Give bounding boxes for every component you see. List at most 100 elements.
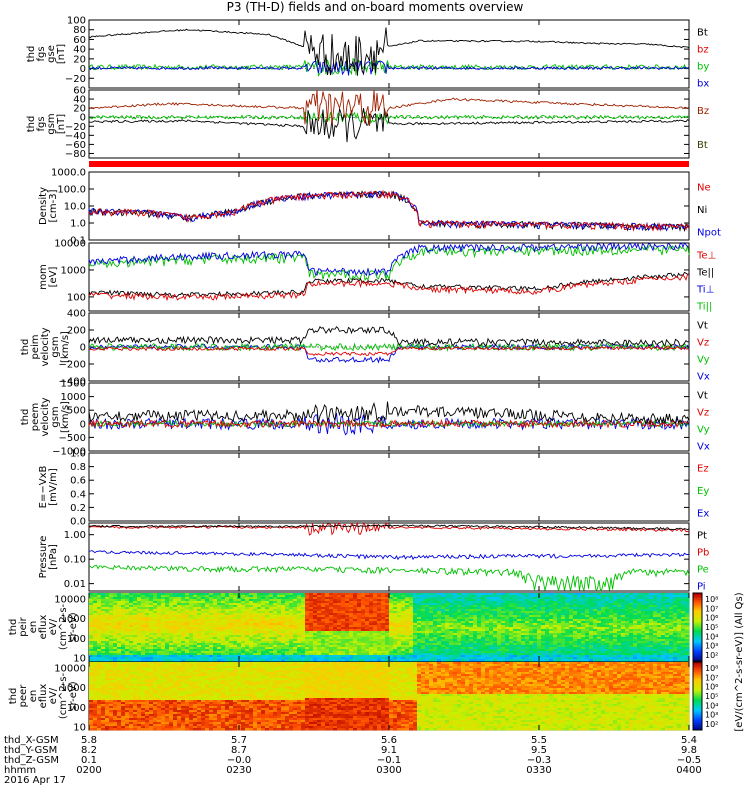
y-axis-label: thd fgs gse [nT] [26,44,67,64]
svg-text:Density: Density [38,187,49,225]
y-tick-label: 0.1 [70,236,86,247]
legend-bz: bz [697,45,709,56]
y-tick-label: 10.0 [64,202,86,213]
svg-text:thd: thd [8,619,19,636]
y-tick-label: −80 [65,149,86,160]
y-tick-label: 1000 [61,614,86,625]
x-tick-label: −0.1 [377,755,401,766]
y-tick-label: 0 [80,64,86,75]
panel-frame [88,452,690,522]
legend-te: Te|| [696,268,714,279]
panel-frame [88,171,690,241]
svg-text:en: en [28,621,39,634]
y-tick-label: −1000 [52,447,86,458]
y-axis-label: thd fgs gsm [nT] [26,113,67,134]
colorbar-tick-label: 10⁸ [705,595,718,604]
svg-text:[eV]: [eV] [48,267,59,288]
legend-ti: Ti|| [696,302,712,313]
y-tick-label: 1500 [61,379,86,390]
legend-bx: bx [697,79,709,90]
x-tick-label: −0.5 [677,755,701,766]
legend-pb: Pb [697,548,709,559]
legend-vt: Vt [697,321,708,332]
legend-bz: Bz [697,106,709,117]
series-line-Ti-par [88,244,690,282]
svg-text:E=−VxB: E=−VxB [38,466,49,509]
y-tick-label: 0.6 [70,476,86,487]
series-line-Vx [88,412,690,436]
y-tick-label: −20 [65,74,86,85]
y-axis-label: mom [eV] [38,264,59,290]
svg-text:sr-eV): sr-eV) [68,612,79,641]
legend-te: Te⊥ [696,251,716,262]
series-line-Bt [88,27,690,76]
svg-text:thd: thd [20,339,31,356]
x-row-label: thd_Z-GSM [4,755,59,766]
x-tick-label: 0300 [376,765,401,776]
svg-text:gse: gse [46,45,57,63]
svg-text:gsm: gsm [50,336,61,357]
svg-text:eV/: eV/ [48,618,59,635]
x-tick-label: 9.8 [681,745,697,756]
series-line-Vy [88,342,690,352]
svg-text:gsm: gsm [50,406,61,427]
x-tick-label: 0230 [226,765,251,776]
legend-pe: Pe [697,565,709,576]
svg-text:velocity: velocity [40,327,51,366]
y-tick-label: 200 [67,326,86,337]
x-tick-label: 5.4 [681,735,697,746]
y-axis-label: E=−VxB [mV/m] [38,466,59,509]
y-tick-label: −400 [59,377,86,388]
x-tick-label: 8.7 [231,745,247,756]
svg-text:velocity: velocity [40,397,51,436]
y-tick-label: −40 [65,131,86,142]
svg-text:fgs: fgs [36,46,47,61]
series-line-Te-perp [88,273,690,302]
legend-by: by [697,62,709,73]
y-tick-label: 10000 [54,239,86,250]
y-tick-label: 1000 [61,683,86,694]
y-tick-label: 10 [73,722,86,733]
colorbar-tick-label: 10² [705,651,718,660]
series-line-Bz [88,89,690,126]
y-tick-label: 1.00 [64,530,86,541]
legend-ex: Ex [697,509,709,520]
y-tick-label: 10000 [54,594,86,605]
y-axis-label: thd peir en eflux eV/(cm^2-s-sr-eV) [8,603,79,650]
svg-text:peim: peim [30,334,41,359]
svg-text:[cm-3]: [cm-3] [48,189,59,222]
panel-frame [88,382,690,452]
y-tick-label: −500 [59,433,86,444]
y-tick-label: 1.0 [70,219,86,230]
x-tick-label: 5.7 [231,735,247,746]
legend-vx: Vx [697,372,710,383]
y-tick-label: 0 [80,113,86,124]
y-tick-label: 0.2 [70,503,86,514]
y-tick-label: 10 [73,653,86,664]
figure-title: P3 (TH-D) fields and on-board moments ov… [226,0,524,14]
y-tick-label: 60 [73,86,86,97]
series-line-Pi [88,550,689,561]
spectrogram-peir [89,593,690,662]
y-tick-label: 0.4 [70,489,86,500]
svg-text:eflux: eflux [38,615,49,640]
x-tick-label: 0330 [526,765,551,776]
legend-ne: Ne [697,182,711,193]
y-tick-label: 40 [73,95,86,106]
svg-text:peir: peir [18,616,29,636]
legend-pi: Pi [697,582,706,593]
colorbar-tick-label: 10³ [705,642,718,651]
y-tick-label: 1000 [61,265,86,276]
x-tick-label: 0200 [76,765,101,776]
legend-ey: Ey [697,486,709,497]
legend-vy: Vy [697,425,710,436]
y-tick-label: 1000 [61,392,86,403]
legend-bt: Bt [697,28,708,39]
series-line-Ne [88,189,690,232]
y-axis-label: thd peer en eflux eV/(cm^2-s-sr-eV) [8,672,79,719]
y-tick-label: −200 [59,360,86,371]
y-tick-label: 0.10 [64,555,86,566]
legend-ez: Ez [697,463,709,474]
y-tick-label: 0.01 [64,579,86,590]
